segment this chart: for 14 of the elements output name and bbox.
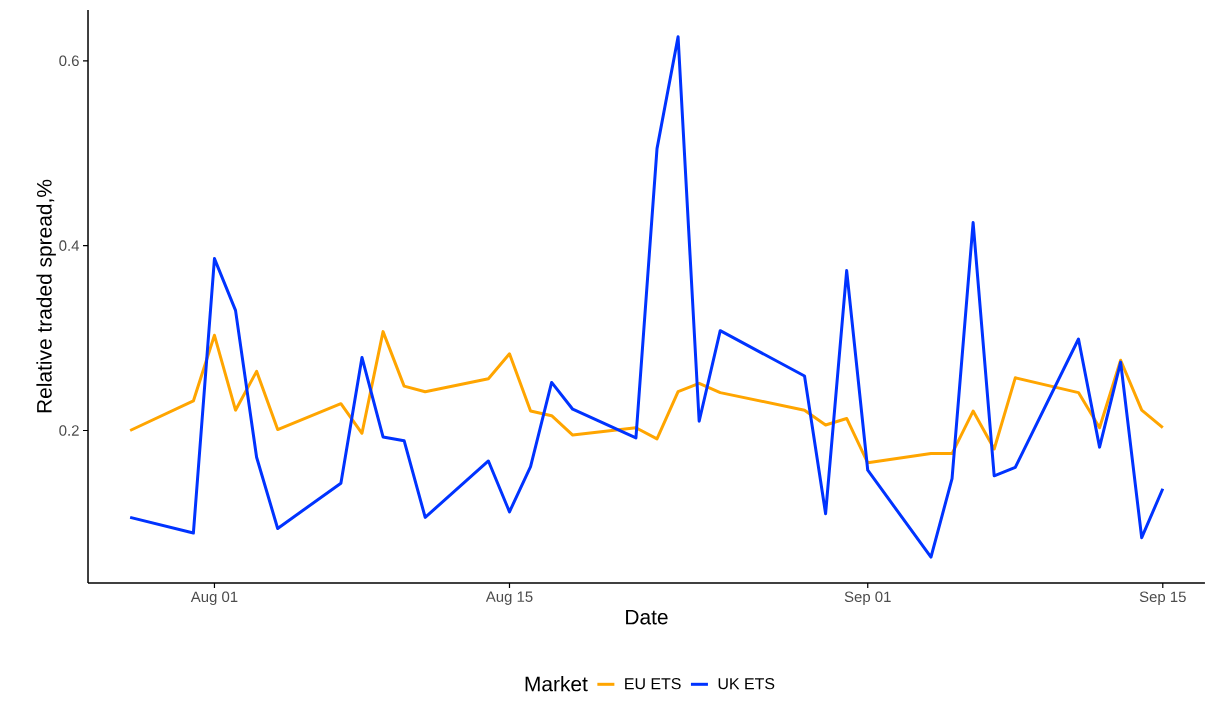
legend-label: UK ETS: [718, 678, 775, 690]
line-series: [128, 330, 1165, 465]
y-tick-label: 0.6: [59, 55, 79, 67]
y-tick-label: 0.2: [59, 425, 79, 436]
legend-title: Market: [525, 675, 588, 692]
y-tick-label: 0.4: [59, 240, 80, 251]
x-axis-title: Date: [626, 609, 668, 625]
y-axis-title: Relative traded spread,%: [36, 179, 56, 413]
x-tick-label: Sep 15: [1139, 591, 1186, 606]
x-tick-label: Aug 01: [190, 591, 238, 606]
x-tick-label: Aug 15: [485, 591, 533, 605]
legend-label: EU ETS: [625, 678, 681, 690]
x-tick-label: Sep 01: [844, 591, 891, 606]
line-series: [128, 35, 1165, 559]
